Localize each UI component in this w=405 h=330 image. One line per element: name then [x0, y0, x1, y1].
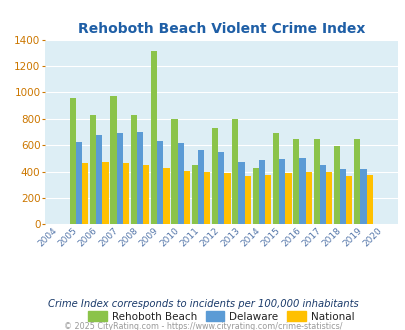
Bar: [90, 115, 96, 224]
Bar: [278, 159, 285, 224]
Bar: [96, 135, 102, 224]
Bar: [82, 163, 88, 224]
Text: © 2025 CityRating.com - https://www.cityrating.com/crime-statistics/: © 2025 CityRating.com - https://www.city…: [64, 322, 341, 330]
Bar: [319, 165, 325, 224]
Bar: [197, 150, 204, 224]
Bar: [171, 119, 177, 224]
Bar: [136, 132, 143, 224]
Bar: [244, 176, 250, 224]
Bar: [217, 152, 224, 224]
Bar: [191, 165, 197, 224]
Bar: [102, 162, 109, 224]
Bar: [204, 172, 210, 224]
Legend: Rehoboth Beach, Delaware, National: Rehoboth Beach, Delaware, National: [83, 307, 358, 326]
Bar: [151, 51, 157, 224]
Bar: [211, 128, 217, 224]
Bar: [285, 173, 291, 224]
Bar: [177, 143, 183, 224]
Bar: [143, 165, 149, 224]
Bar: [366, 175, 372, 224]
Bar: [76, 142, 82, 224]
Bar: [163, 168, 169, 224]
Bar: [110, 96, 116, 224]
Bar: [339, 169, 345, 224]
Bar: [232, 119, 238, 224]
Bar: [305, 172, 311, 224]
Bar: [224, 173, 230, 224]
Bar: [122, 163, 129, 224]
Bar: [325, 172, 331, 224]
Bar: [272, 133, 278, 224]
Bar: [258, 160, 264, 224]
Bar: [252, 168, 258, 224]
Bar: [238, 162, 244, 224]
Text: Crime Index corresponds to incidents per 100,000 inhabitants: Crime Index corresponds to incidents per…: [47, 299, 358, 309]
Bar: [264, 175, 271, 224]
Bar: [130, 115, 136, 224]
Bar: [353, 139, 360, 224]
Bar: [333, 146, 339, 224]
Bar: [292, 139, 298, 224]
Bar: [360, 169, 366, 224]
Title: Rehoboth Beach Violent Crime Index: Rehoboth Beach Violent Crime Index: [77, 22, 364, 36]
Bar: [183, 171, 190, 224]
Bar: [116, 133, 122, 224]
Bar: [313, 139, 319, 224]
Bar: [345, 176, 352, 224]
Bar: [298, 158, 305, 224]
Bar: [157, 141, 163, 224]
Bar: [70, 98, 76, 224]
